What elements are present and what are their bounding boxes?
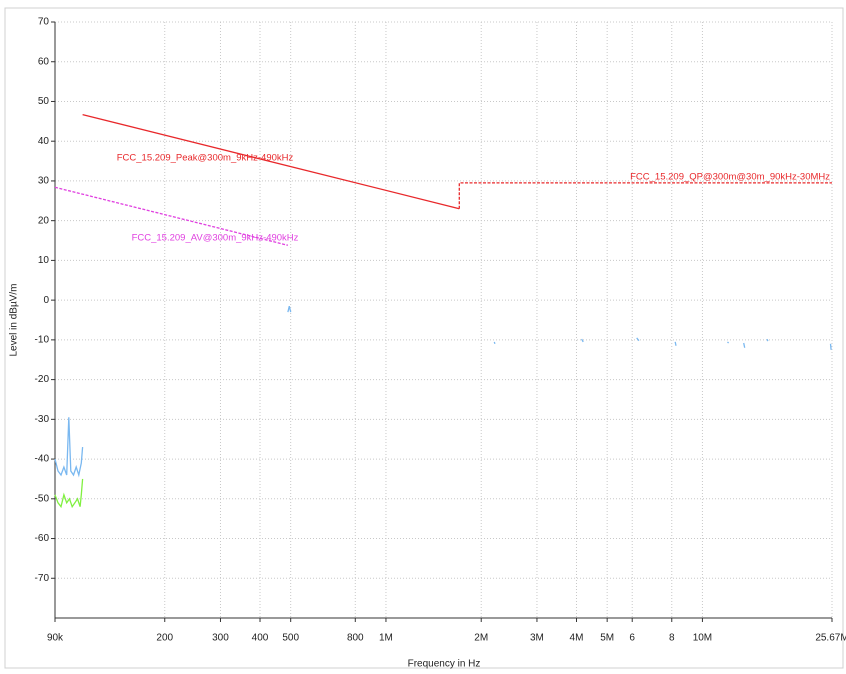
x-tick-label: 6 bbox=[629, 633, 635, 644]
x-tick-label: 800 bbox=[347, 633, 364, 644]
y-tick-label: -30 bbox=[35, 414, 50, 425]
x-tick-label: 25.67M bbox=[815, 633, 846, 644]
y-tick-label: -40 bbox=[35, 454, 50, 465]
x-tick-label: 1M bbox=[379, 633, 393, 644]
x-tick-label: 4M bbox=[570, 633, 584, 644]
y-tick-label: -70 bbox=[35, 573, 50, 584]
y-tick-label: 30 bbox=[38, 176, 50, 187]
x-tick-label: 300 bbox=[212, 633, 229, 644]
frame bbox=[4, 7, 844, 669]
x-tick-label: 400 bbox=[252, 633, 269, 644]
x-tick-label: 8 bbox=[669, 633, 675, 644]
x-axis-label: Frequency in Hz bbox=[408, 659, 481, 670]
x-tick-label: 90k bbox=[47, 633, 64, 644]
y-tick-label: -60 bbox=[35, 533, 50, 544]
y-tick-label: 10 bbox=[38, 255, 50, 266]
limit-label: FCC_15.209_QP@300m@30m_90kHz-30MHz bbox=[630, 172, 830, 183]
series-line bbox=[54, 478, 84, 509]
y-tick-label: 40 bbox=[38, 136, 50, 147]
y-tick-label: 0 bbox=[43, 295, 49, 306]
y-tick-label: 50 bbox=[38, 96, 50, 107]
series-line bbox=[82, 113, 460, 210]
x-tick-label: 10M bbox=[693, 633, 712, 644]
y-tick-label: -50 bbox=[35, 493, 50, 504]
x-tick-label: 500 bbox=[282, 633, 299, 644]
y-tick-label: -20 bbox=[35, 374, 50, 385]
series-line bbox=[54, 305, 832, 478]
x-tick-label: 2M bbox=[474, 633, 488, 644]
series-line bbox=[458, 182, 832, 209]
series-line bbox=[54, 186, 289, 246]
limit-label: FCC_15.209_AV@300m_9kHz-490kHz bbox=[132, 233, 299, 244]
x-tick-label: 5M bbox=[600, 633, 614, 644]
x-tick-label: 3M bbox=[530, 633, 544, 644]
y-tick-label: 20 bbox=[38, 215, 50, 226]
y-tick-label: -10 bbox=[35, 335, 50, 346]
x-tick-label: 200 bbox=[156, 633, 173, 644]
y-axis-label: Level in dBµV/m bbox=[9, 283, 20, 356]
y-tick-label: 70 bbox=[38, 17, 50, 28]
limit-label: FCC_15.209_Peak@300m_9kHz-490kHz bbox=[117, 153, 294, 164]
y-tick-label: 60 bbox=[38, 56, 50, 67]
